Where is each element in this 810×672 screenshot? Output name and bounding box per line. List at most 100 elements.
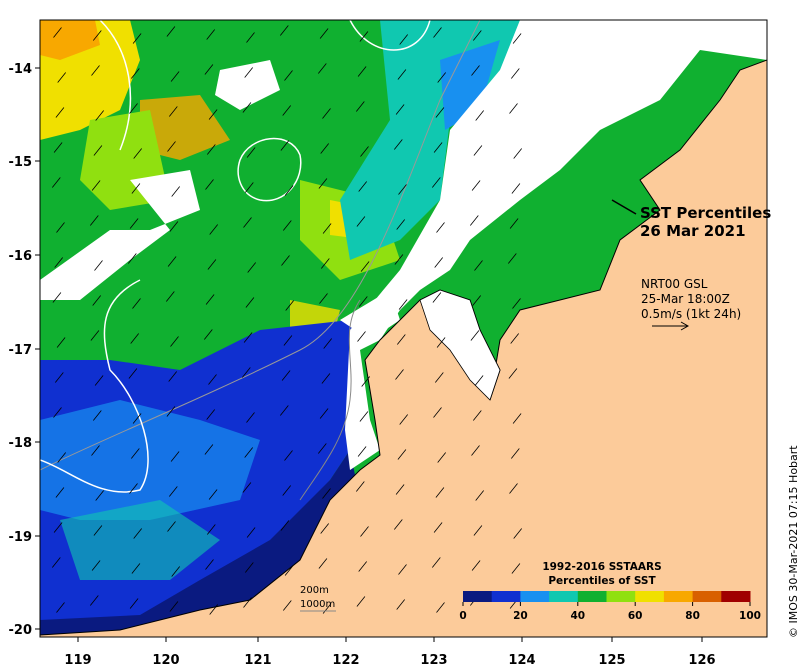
current-vector xyxy=(436,602,445,613)
map-area xyxy=(40,20,767,637)
current-vector xyxy=(433,522,443,533)
current-vector xyxy=(169,221,179,232)
current-vector xyxy=(510,333,520,344)
current-vectors xyxy=(51,25,523,615)
current-vector xyxy=(243,332,253,343)
current-vector xyxy=(323,338,333,349)
current-vector xyxy=(133,528,143,539)
current-vector xyxy=(507,253,517,264)
colorbar-swatch xyxy=(549,591,579,602)
y-tick-label: -20 xyxy=(9,623,33,638)
current-vector xyxy=(207,259,217,270)
current-vector xyxy=(320,143,330,154)
current-vector xyxy=(398,564,407,575)
current-vector xyxy=(53,407,62,418)
colorbar-swatch xyxy=(463,591,493,602)
current-vector xyxy=(170,336,179,347)
current-vector xyxy=(320,258,330,269)
current-vector xyxy=(93,145,103,156)
current-vector xyxy=(205,559,214,570)
current-vector xyxy=(167,256,177,267)
current-vector xyxy=(474,375,484,386)
current-vector xyxy=(399,34,409,45)
current-vector xyxy=(285,300,295,311)
current-vector xyxy=(433,142,443,153)
current-vector xyxy=(51,177,61,188)
current-vector xyxy=(470,330,480,341)
map-title: SST Percentiles xyxy=(640,204,771,222)
current-vector xyxy=(321,373,331,384)
x-tick-label: 122 xyxy=(332,653,359,668)
current-vector xyxy=(510,68,520,79)
current-vector xyxy=(91,560,101,571)
current-vector xyxy=(322,223,332,234)
current-vector xyxy=(130,448,140,459)
current-vector xyxy=(356,596,366,607)
current-vector xyxy=(474,260,483,271)
current-vector xyxy=(127,253,137,264)
current-vector xyxy=(393,139,403,150)
no-data-region xyxy=(345,20,767,470)
current-vector xyxy=(93,525,103,536)
current-vector xyxy=(246,412,255,423)
current-vector xyxy=(90,330,100,341)
current-vector xyxy=(471,560,481,571)
current-vector xyxy=(89,595,99,606)
current-vector xyxy=(355,481,365,492)
current-vector xyxy=(53,522,63,533)
current-vector xyxy=(471,445,480,456)
current-vector xyxy=(358,296,368,307)
current-vector xyxy=(317,443,327,454)
current-vector xyxy=(53,27,62,38)
contour-northeast xyxy=(349,20,431,51)
colorbar: 1992-2016 SSTAARS Percentiles of SST 0 20… xyxy=(459,561,761,622)
current-vector xyxy=(437,72,447,83)
current-vector xyxy=(170,71,180,82)
current-vector xyxy=(133,148,143,159)
current-vector xyxy=(357,446,367,457)
current-vector xyxy=(243,217,252,228)
current-vector xyxy=(279,405,289,416)
current-vector xyxy=(282,105,292,116)
king-sound xyxy=(419,289,501,401)
current-vector xyxy=(360,526,369,537)
colorbar-tick-label: 20 xyxy=(513,610,528,622)
current-vector xyxy=(435,487,445,498)
current-vector xyxy=(473,525,483,536)
current-vector xyxy=(246,527,256,538)
current-vector xyxy=(167,141,176,152)
current-vector xyxy=(431,557,441,568)
current-vector xyxy=(94,260,103,271)
current-vector xyxy=(358,561,368,572)
current-vector xyxy=(509,218,519,229)
current-vector xyxy=(356,216,366,227)
current-vector xyxy=(322,108,331,119)
current-vector xyxy=(513,148,523,159)
current-vector xyxy=(475,490,485,501)
current-vector xyxy=(280,520,290,531)
sst-cyan-south xyxy=(60,500,220,580)
current-vector xyxy=(206,409,216,420)
current-vector xyxy=(279,25,289,36)
current-vector xyxy=(436,222,445,233)
current-vector xyxy=(129,598,139,609)
current-vector xyxy=(91,65,100,76)
sst-higher-patch xyxy=(40,20,100,60)
current-vector xyxy=(89,215,99,226)
x-tick-label: 120 xyxy=(152,653,179,668)
current-vector xyxy=(165,291,175,302)
current-vector xyxy=(247,262,257,273)
current-vector xyxy=(357,331,366,342)
current-vector xyxy=(394,254,404,265)
current-vector xyxy=(475,110,485,121)
current-vector xyxy=(171,566,181,577)
current-vector xyxy=(205,294,215,305)
current-vector xyxy=(204,64,214,75)
colorbar-swatches xyxy=(463,591,751,602)
current-vector xyxy=(396,334,406,345)
current-vector xyxy=(245,297,255,308)
sst-blue-band xyxy=(440,40,500,130)
current-vector xyxy=(57,452,67,463)
current-vector xyxy=(129,218,139,229)
cloud-patch xyxy=(215,60,280,110)
